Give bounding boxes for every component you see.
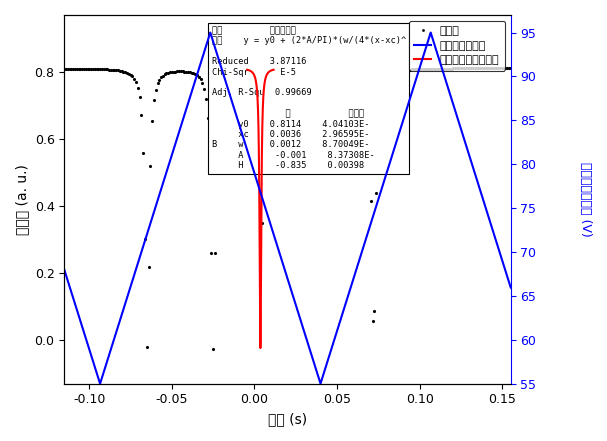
Text: 模型         洛伦兹拟合
方程    y = y0 + (2*A/PI)*(w/(4*(x-xc)^

Reduced    3.87116
Chi-S: 模型 洛伦兹拟合 方程 y = y0 + (2*A/PI)*(w/(4*(x-x…: [212, 26, 406, 170]
Y-axis label: 光强度 (a. u.): 光强度 (a. u.): [15, 164, 29, 235]
X-axis label: 时间 (s): 时间 (s): [268, 412, 307, 426]
Legend: 谐振谱, 三角波扫频信号, 谐振谱的洛伦兹拟合: 谐振谱, 三角波扫频信号, 谐振谱的洛伦兹拟合: [409, 21, 505, 71]
Y-axis label: 三角波扫频信号 (V): 三角波扫频信号 (V): [579, 162, 592, 237]
